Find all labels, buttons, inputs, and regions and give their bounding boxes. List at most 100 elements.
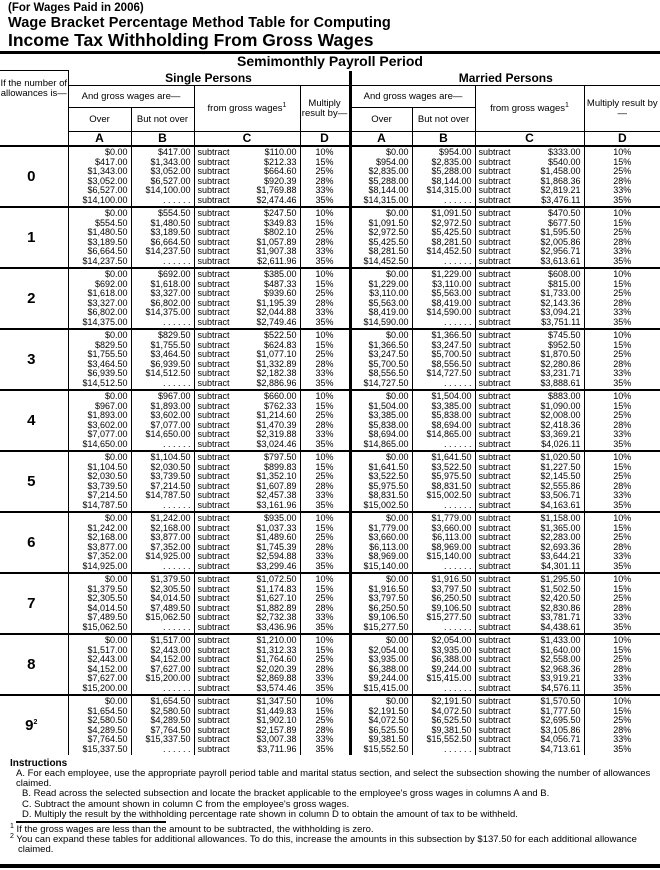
col-a-over: $0.00 $1,641.50 $3,522.50 $5,975.50 $8,831.5…	[349, 451, 413, 512]
subtract-amount: $1,907.38	[256, 246, 297, 256]
subtract-label: subtract	[197, 705, 230, 716]
allowance-group-row: 1 $0.00 $554.50 $1,480.50 $3,189.50 $6,664.50…	[0, 207, 660, 268]
col-b-but-not-over: $2,054.00 $3,935.00 $6,388.00 $9,244.00 $15,…	[411, 634, 476, 695]
col-d-rate: 10% 15% 25% 28% 33% 35%	[299, 695, 352, 755]
over-value: $4,289.50	[87, 724, 128, 735]
over-value: $3,935.00	[368, 654, 409, 664]
subtract-label: subtract	[478, 560, 511, 571]
rate-value: 28%	[613, 541, 632, 552]
subtract-label: subtract	[478, 612, 511, 622]
but-not-over-value: $3,385.00	[431, 400, 472, 411]
subtract-amount: $815.00	[547, 278, 581, 289]
but-not-over-value: $15,415.00	[426, 673, 472, 683]
subtract-amount: $624.83	[263, 339, 297, 350]
subtract-amount: $1,077.10	[256, 349, 297, 359]
subtract-line: subtract $3,369.21	[479, 429, 581, 440]
subtract-label: subtract	[478, 269, 511, 279]
over-value: $3,797.50	[368, 593, 409, 603]
subtract-line: subtract $2,968.36	[479, 664, 581, 675]
rate-value: 28%	[315, 663, 334, 674]
allowance-count: 1	[0, 207, 69, 268]
but-not-over-value: $7,214.50	[150, 480, 191, 491]
subtract-line: subtract $247.50	[198, 208, 297, 219]
married-from-gross-header: from gross wages1	[474, 85, 585, 132]
rate-value: 15%	[613, 156, 632, 167]
subtract-line: subtract $333.00	[479, 147, 581, 158]
but-not-over-value: $4,014.50	[150, 593, 191, 603]
over-value: $15,277.50	[363, 621, 409, 632]
subtract-label: subtract	[478, 330, 511, 340]
subtract-label: subtract	[478, 175, 511, 186]
but-not-over-value: $6,250.50	[431, 593, 472, 603]
subtract-amount: $2,044.88	[256, 307, 297, 317]
subtract-line: subtract $110.00	[198, 147, 297, 158]
but-not-over-value: . . . . . .	[162, 560, 191, 571]
subtract-label: subtract	[197, 513, 230, 523]
subtract-line: subtract $349.83	[198, 218, 297, 229]
subtract-amount: $2,830.86	[540, 602, 581, 613]
allowance-group-row: 4 $0.00 $967.00 $1,893.00 $3,602.00 $7,077.00…	[0, 390, 660, 451]
subtract-amount: $3,644.21	[540, 551, 581, 561]
col-a-over: $0.00 $1,229.00 $3,110.00 $5,563.00 $8,419.0…	[349, 268, 413, 329]
subtract-label: subtract	[478, 316, 511, 327]
subtract-amount: $2,283.00	[540, 532, 581, 542]
rate-value: 25%	[613, 532, 632, 542]
rate-value: 10%	[613, 696, 632, 706]
subtract-amount: $4,438.61	[540, 621, 581, 632]
subtract-label: subtract	[197, 551, 230, 561]
subtract-line: subtract $1,227.50	[478, 461, 581, 473]
subtract-amount: $935.00	[263, 513, 297, 523]
col-d-rate: 10% 15% 25% 28% 33% 35%	[583, 268, 660, 329]
over-value: $4,014.50	[87, 602, 128, 613]
col-d-rate: 10% 15% 25% 28% 33% 35%	[583, 451, 660, 512]
subtract-amount: $1,195.39	[256, 297, 297, 308]
subtract-label: subtract	[478, 288, 511, 298]
col-letter-c: C	[193, 131, 301, 147]
col-d-rate: 10% 15% 25% 28% 33% 35%	[583, 146, 660, 207]
subtract-label: subtract	[478, 461, 511, 472]
col-letter-b: B	[411, 131, 476, 147]
rate-value: 28%	[315, 358, 334, 369]
from-gross-text: from gross wages	[207, 102, 283, 114]
rate-value: 33%	[613, 551, 632, 561]
subtract-label: subtract	[197, 612, 230, 622]
subtract-amount: $2,418.36	[540, 419, 581, 430]
over-value: $8,694.00	[368, 429, 409, 439]
rate-value: 33%	[613, 673, 632, 683]
rate-value: 10%	[613, 513, 632, 523]
over-value: $1,242.00	[87, 522, 128, 533]
subtract-amount: $3,781.71	[540, 612, 581, 622]
subtract-amount: $487.33	[263, 278, 297, 289]
subtract-label: subtract	[478, 236, 511, 247]
col-b-but-not-over: $1,366.50 $3,247.50 $5,700.50 $8,556.50 $14,…	[411, 329, 476, 390]
subtract-line: subtract $1,365.00	[479, 523, 581, 534]
over-value: $0.00	[385, 513, 409, 523]
but-not-over-value: $1,755.50	[150, 339, 191, 350]
subtract-label: subtract	[197, 410, 230, 420]
subtract-label: subtract	[478, 297, 511, 308]
subtract-amount: $2,594.88	[256, 551, 297, 561]
but-not-over-value: $6,388.00	[431, 654, 472, 664]
over-value: $9,381.50	[368, 734, 409, 744]
subtract-label: subtract	[478, 452, 511, 462]
over-value: $9,106.50	[368, 612, 409, 622]
subtract-line: subtract $2,869.88	[198, 673, 297, 684]
rate-value: 28%	[315, 175, 334, 186]
subtract-line: subtract $2,558.00	[479, 654, 581, 665]
rate-value: 15%	[315, 583, 334, 594]
but-not-over-value: $3,327.00	[150, 288, 191, 298]
rate-value: 25%	[315, 349, 334, 359]
over-value: $14,590.00	[363, 316, 409, 327]
allowance-number: 4	[27, 412, 36, 429]
over-value: $8,281.50	[368, 246, 409, 256]
col-d-rate: 10% 15% 25% 28% 33% 35%	[583, 390, 660, 451]
subtract-line: subtract $1,433.00	[479, 635, 581, 646]
subtract-amount: $1,449.83	[256, 705, 297, 716]
footnote-ref: 1	[282, 101, 287, 109]
subtract-label: subtract	[478, 438, 511, 449]
subtract-line: subtract $4,438.61	[479, 621, 581, 633]
over-value: $417.00	[94, 156, 128, 167]
footnote-1: 1 If the gross wages are less than the a…	[10, 823, 655, 835]
subtract-amount: $762.33	[263, 400, 297, 411]
rate-value: 35%	[315, 743, 334, 754]
